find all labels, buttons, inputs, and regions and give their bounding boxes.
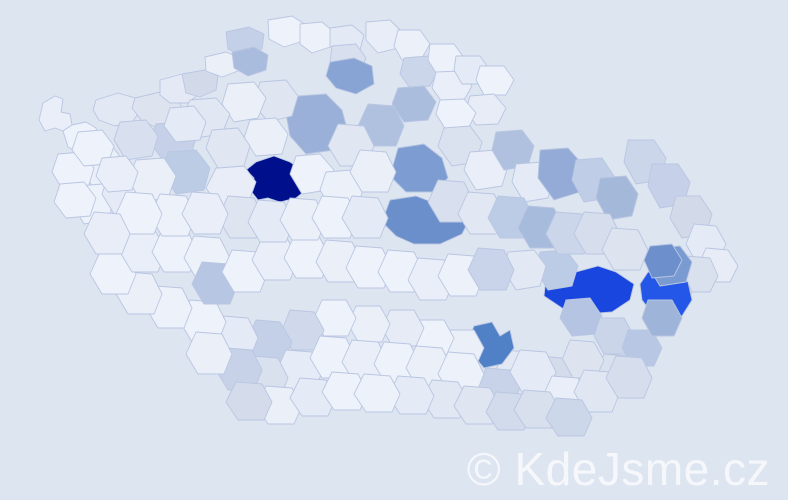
map-region[interactable] xyxy=(247,199,295,243)
map-region[interactable] xyxy=(53,181,97,219)
map-region[interactable] xyxy=(595,175,639,221)
map-region[interactable] xyxy=(243,117,289,157)
map-region[interactable] xyxy=(347,305,391,343)
map-region[interactable] xyxy=(181,191,229,235)
map-region[interactable] xyxy=(299,21,335,54)
map-region[interactable] xyxy=(641,299,683,337)
map-region[interactable] xyxy=(345,245,393,289)
map-region[interactable] xyxy=(231,46,269,77)
map-region[interactable] xyxy=(601,227,649,271)
map-region[interactable] xyxy=(163,105,207,143)
map-region[interactable] xyxy=(113,119,159,161)
map-region[interactable] xyxy=(325,57,375,95)
map-region[interactable] xyxy=(311,195,359,239)
map-region[interactable] xyxy=(83,211,131,255)
map-region[interactable] xyxy=(95,155,139,193)
map-region[interactable] xyxy=(545,397,593,437)
map-region[interactable] xyxy=(353,373,401,413)
map-region[interactable] xyxy=(181,69,219,98)
map-region[interactable] xyxy=(605,355,653,399)
map-region[interactable] xyxy=(221,81,267,123)
map-region[interactable] xyxy=(399,55,439,89)
map-region[interactable] xyxy=(38,95,73,132)
map-region[interactable] xyxy=(283,235,331,279)
map-region[interactable] xyxy=(204,51,241,78)
map-region[interactable] xyxy=(225,381,273,421)
map-region[interactable] xyxy=(349,149,397,193)
map-regions-layer xyxy=(38,15,739,437)
map-region[interactable] xyxy=(467,247,515,291)
map-region[interactable] xyxy=(391,85,437,123)
map-region[interactable] xyxy=(185,331,233,375)
map-region[interactable] xyxy=(341,195,389,239)
map-region[interactable] xyxy=(321,371,369,411)
map-region[interactable] xyxy=(279,197,327,241)
map-region[interactable] xyxy=(205,127,251,169)
map-region[interactable] xyxy=(475,65,515,96)
map-region[interactable] xyxy=(393,29,431,61)
map-region[interactable] xyxy=(251,237,299,281)
